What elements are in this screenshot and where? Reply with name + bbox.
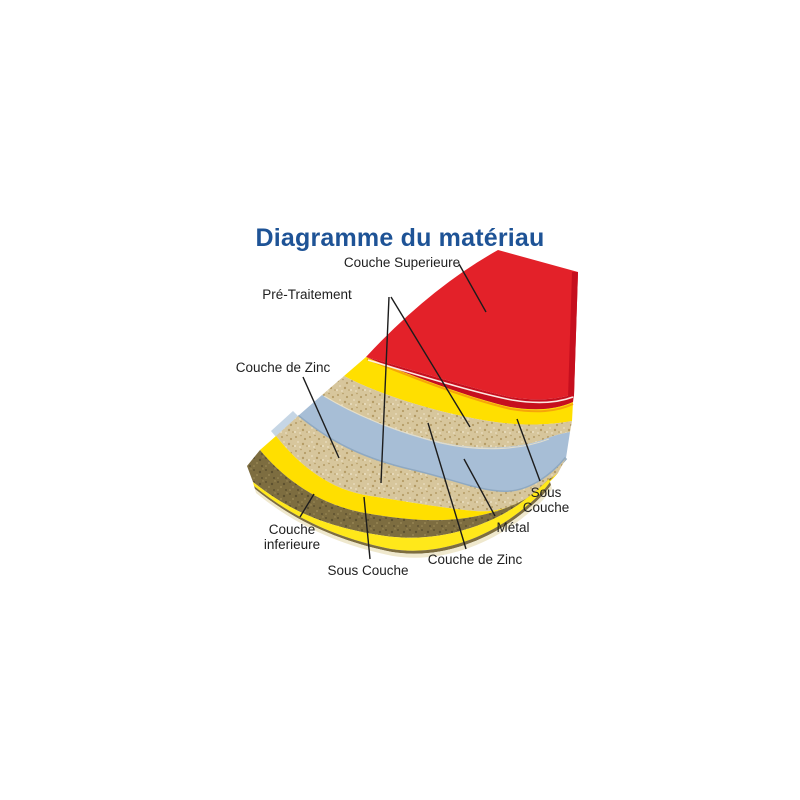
layer-zinc-bottom-band: [276, 416, 566, 512]
leader-couche-de-zinc-left: [302, 376, 340, 459]
layer-sous-couche-top-band: [344, 357, 573, 425]
label-couche-inferieure-line2: inferieure: [264, 537, 320, 552]
leader-couche-inferieure: [299, 493, 315, 518]
layer-couche-inferieure-band: [247, 450, 553, 538]
label-couche-superieure: Couche Superieure: [344, 255, 460, 270]
leader-couche-de-zinc-bottom: [427, 422, 467, 550]
layer-top-coat-face: [366, 250, 578, 400]
leader-metal: [463, 458, 496, 517]
leader-sous-couche-right: [516, 418, 541, 482]
top-coat-edge-highlight: [367, 359, 574, 404]
primer-boundary-orange-line: [366, 358, 574, 413]
label-sous-couche-right-line1: Sous: [531, 485, 562, 500]
top-coat-front-edge: [366, 357, 574, 410]
label-couche-de-zinc-left: Couche de Zinc: [236, 360, 331, 375]
bottom-primer-swoosh: [253, 479, 550, 551]
label-metal: Métal: [496, 520, 529, 535]
page-title: Diagramme du matériau: [255, 224, 544, 252]
leader-couche-superieure: [458, 263, 487, 313]
metal-left-face: [271, 411, 298, 437]
label-couche-inferieure-line1: Couche: [269, 522, 316, 537]
layer-sous-couche-bottom-band: [260, 436, 558, 521]
leader-sous-couche-bottom: [363, 496, 371, 560]
leader-pre-traitement-lower: [380, 296, 390, 484]
leader-pre-traitement-upper: [390, 296, 471, 428]
label-couche-de-zinc-bottom: Couche de Zinc: [428, 552, 523, 567]
label-sous-couche-right-line2: Couche: [523, 500, 570, 515]
label-sous-couche-bottom: Sous Couche: [327, 563, 408, 578]
labels: Couche Superieure Pré-Traitement Couche …: [236, 255, 570, 578]
leader-lines: [299, 263, 541, 560]
label-pre-traitement: Pré-Traitement: [262, 287, 352, 302]
top-coat-right-face: [568, 272, 578, 398]
metal-top-seam: [323, 395, 550, 450]
